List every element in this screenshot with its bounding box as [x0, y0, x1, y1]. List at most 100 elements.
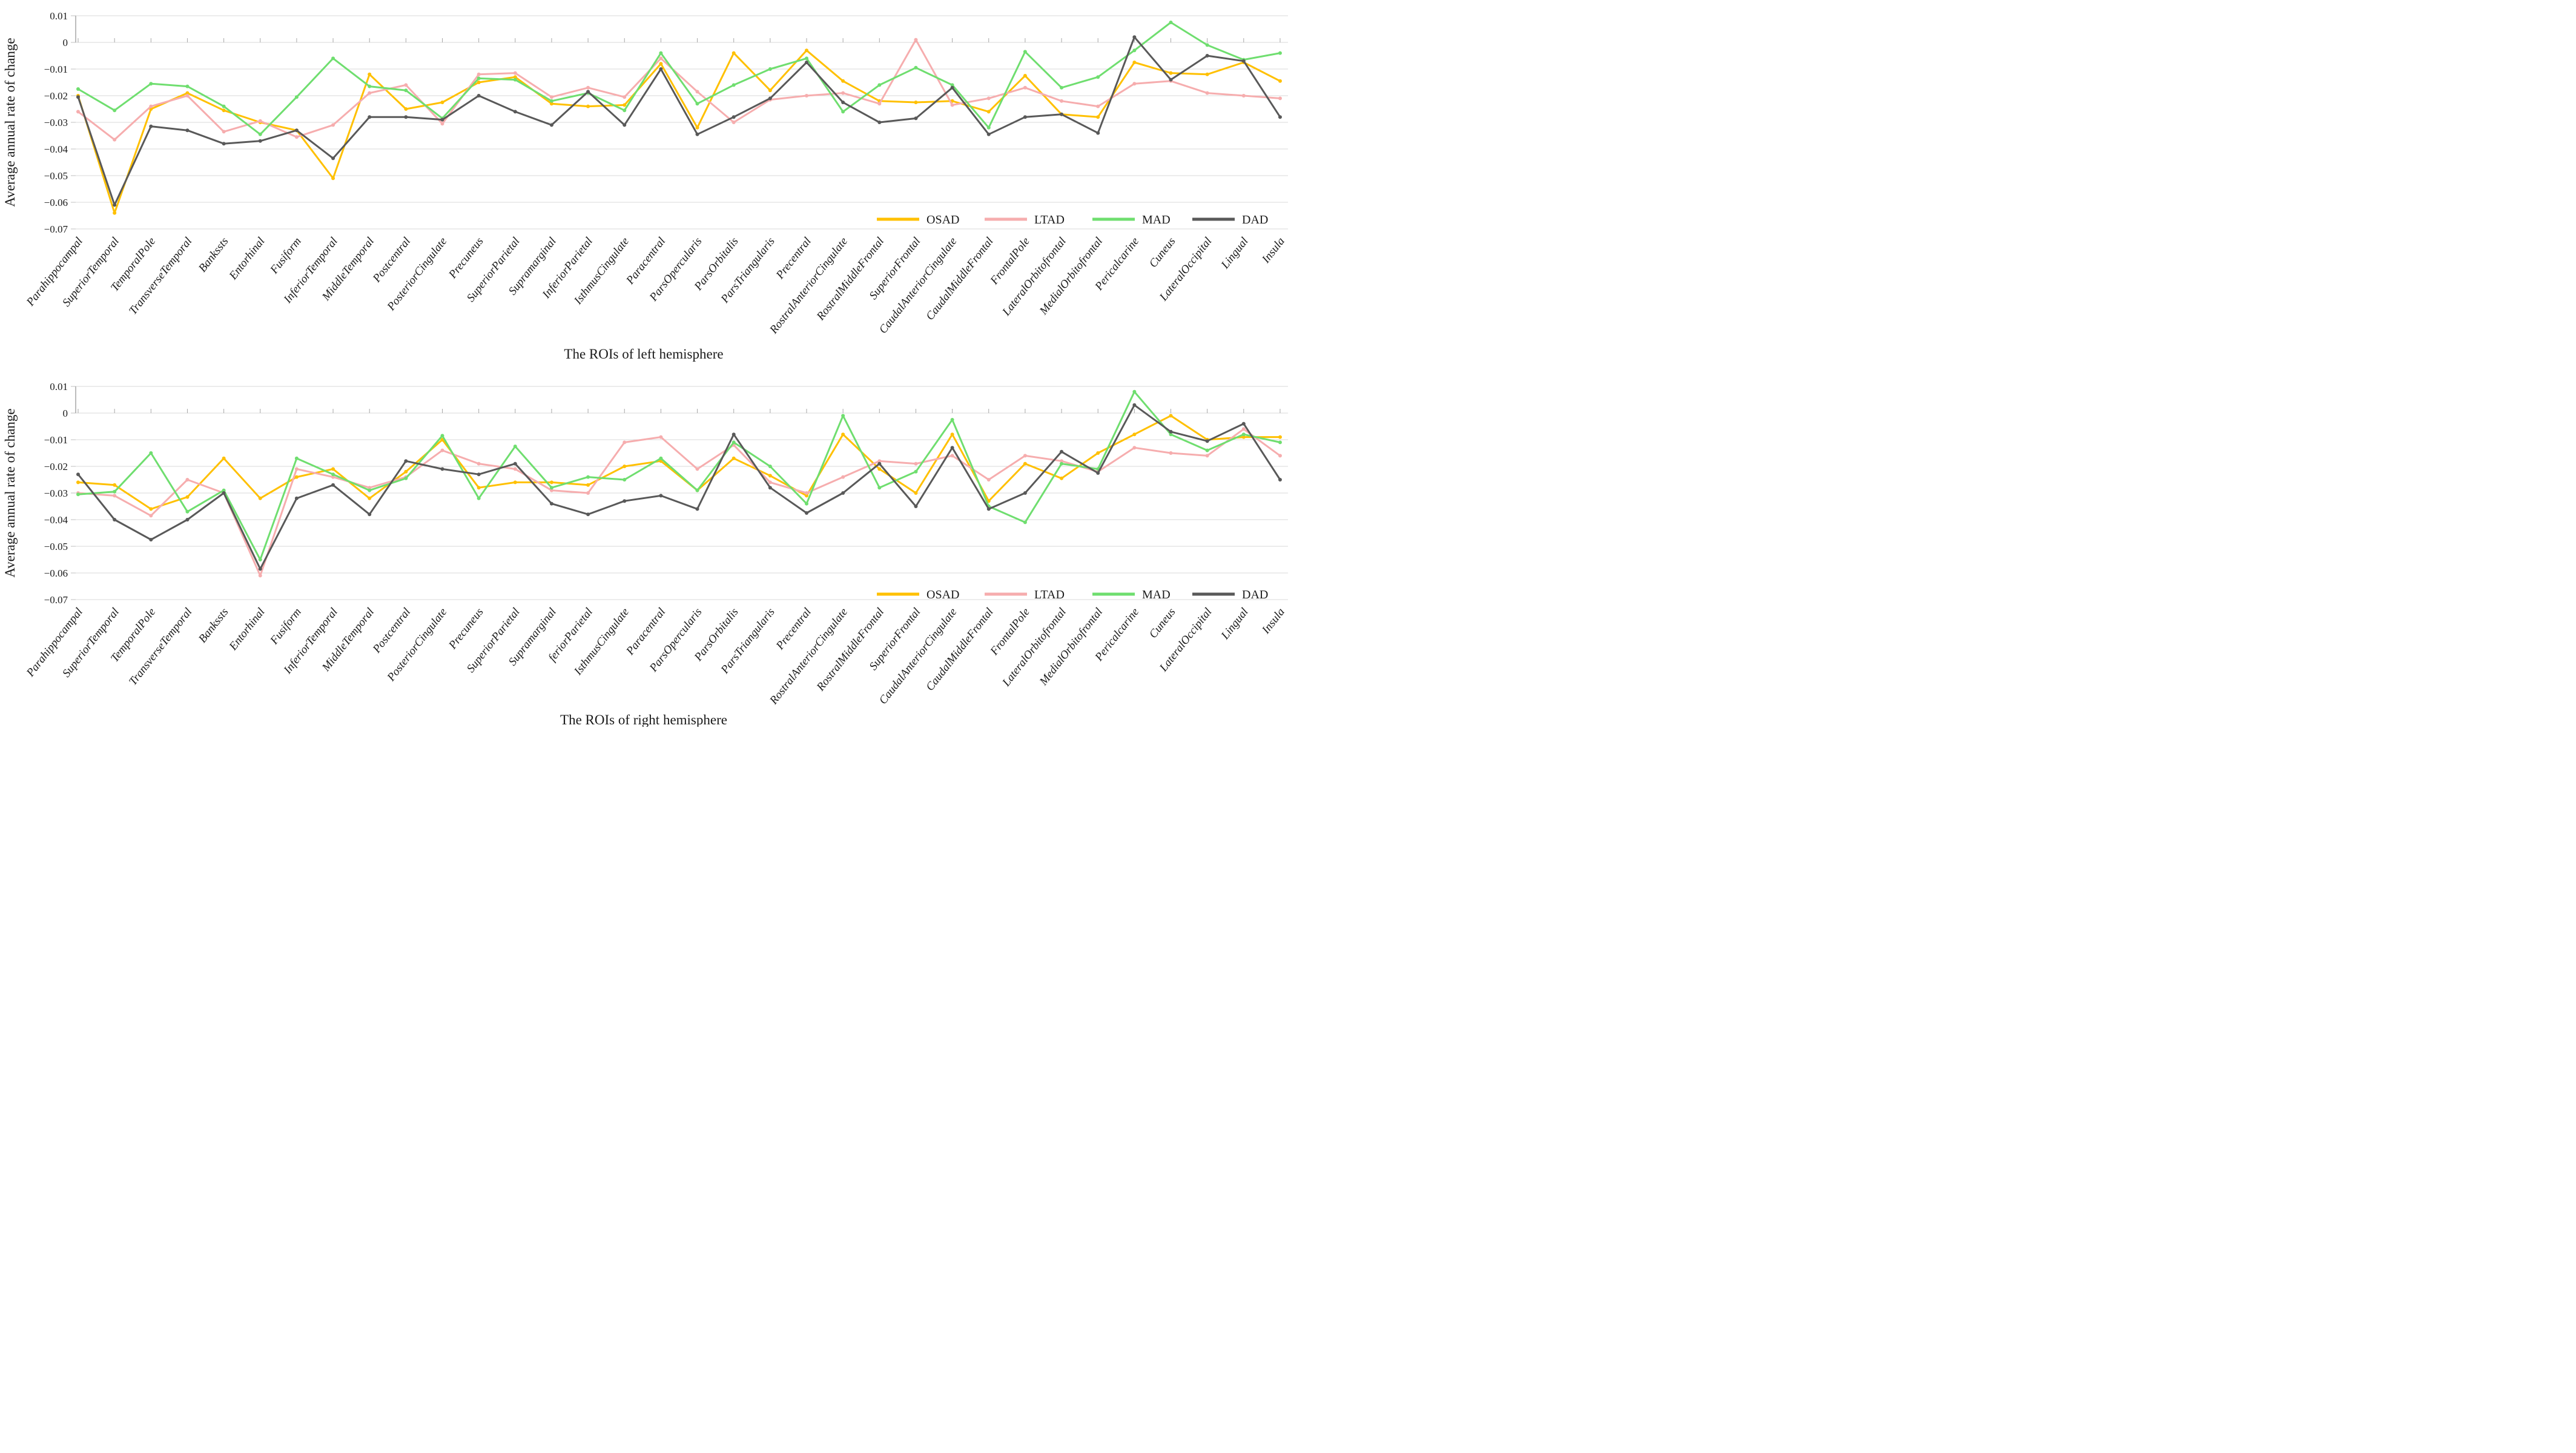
marker-LTAD: [805, 94, 808, 98]
marker-MAD: [76, 492, 80, 497]
marker-OSAD: [1132, 61, 1137, 64]
x-tick-label: Bankssts: [196, 606, 231, 645]
line-DAD: [77, 404, 1281, 570]
marker-DAD: [331, 483, 335, 487]
x-tick-label: TransverseTemporal: [127, 235, 194, 317]
marker-LTAD: [732, 121, 736, 124]
marker-DAD: [113, 518, 117, 521]
x-tick-label: Precentral: [773, 606, 814, 652]
figure-roi-rate-of-change: 0.01 0 −0.01 −0.02 −0.03 −0.04 −0.05 −0.06 −0.07…: [0, 0, 1288, 727]
marker-LTAD: [1241, 427, 1246, 431]
marker-MAD: [732, 440, 736, 445]
marker-MAD: [695, 488, 699, 492]
marker-DAD: [294, 496, 299, 500]
x-tick-label: Precuneus: [446, 235, 486, 281]
marker-LTAD: [513, 467, 517, 471]
marker-MAD: [368, 84, 372, 88]
marker-DAD: [950, 446, 954, 450]
marker-DAD: [222, 142, 226, 146]
x-tick-label: LateralOrbitofrontal: [1000, 235, 1069, 319]
marker-DAD: [986, 132, 991, 136]
x-tick-label: CaudalMiddleFrontal: [923, 606, 996, 693]
legend-label-LTAD: LTAD: [1034, 588, 1065, 601]
marker-LTAD: [549, 95, 553, 99]
marker-OSAD: [477, 486, 481, 490]
marker-DAD: [549, 501, 553, 506]
marker-DAD: [623, 499, 627, 503]
marker-OSAD: [294, 475, 299, 479]
marker-OSAD: [914, 101, 918, 104]
marker-MAD: [659, 456, 663, 460]
x-tick-label: Insula: [1259, 235, 1287, 266]
marker-DAD: [1205, 54, 1209, 58]
marker-OSAD: [76, 480, 80, 485]
legend-item-MAD: MAD: [1092, 213, 1171, 227]
marker-DAD: [258, 567, 262, 571]
marker-DAD: [258, 139, 262, 143]
marker-LTAD: [404, 83, 408, 87]
marker-LTAD: [659, 435, 663, 439]
marker-OSAD: [732, 51, 736, 55]
marker-LTAD: [440, 122, 444, 126]
x-tick-label: TransverseTemporal: [127, 606, 194, 688]
x-tick-label: RostralMiddleFrontal: [814, 606, 887, 693]
marker-DAD: [805, 511, 808, 515]
marker-LTAD: [149, 104, 153, 108]
legend-item-LTAD: LTAD: [985, 213, 1065, 227]
y-tick-label: −0.04: [44, 514, 68, 526]
y-tick-label: −0.01: [44, 434, 68, 446]
marker-OSAD: [659, 62, 663, 66]
marker-LTAD: [841, 475, 845, 479]
marker-MAD: [76, 87, 80, 91]
x-tick-label: RostralMiddleFrontal: [814, 235, 887, 323]
marker-OSAD: [185, 495, 190, 499]
marker-OSAD: [368, 496, 372, 500]
legend-item-LTAD: LTAD: [985, 588, 1065, 601]
x-tick-label: CaudalMiddleFrontal: [923, 235, 996, 323]
marker-LTAD: [1060, 459, 1064, 463]
line-MAD: [77, 21, 1281, 136]
x-tick-label: Insula: [1259, 606, 1287, 637]
marker-MAD: [113, 489, 117, 494]
marker-DAD: [623, 123, 627, 127]
marker-LTAD: [113, 137, 117, 142]
marker-LTAD: [695, 467, 699, 471]
marker-DAD: [1241, 422, 1246, 426]
marker-OSAD: [1060, 476, 1064, 480]
y-tick-label: 0.01: [50, 381, 68, 392]
marker-MAD: [258, 132, 262, 136]
marker-LTAD: [1023, 454, 1027, 458]
line-OSAD: [77, 49, 1281, 214]
marker-DAD: [805, 61, 808, 64]
marker-LTAD: [805, 491, 808, 495]
marker-MAD: [805, 56, 808, 61]
x-tick-label: Fusiform: [268, 235, 304, 277]
marker-MAD: [294, 95, 299, 99]
marker-DAD: [513, 110, 517, 114]
marker-LTAD: [1241, 94, 1246, 98]
marker-MAD: [623, 478, 627, 482]
marker-LTAD: [1023, 85, 1027, 90]
legend-label-MAD: MAD: [1142, 213, 1171, 227]
legend-label-DAD: DAD: [1242, 588, 1268, 601]
x-axis-title-left: The ROIs of left hemisphere: [564, 346, 723, 362]
y-axis-title-left: Average annual rate of change: [2, 38, 18, 207]
marker-MAD: [294, 456, 299, 460]
marker-OSAD: [805, 494, 808, 498]
marker-OSAD: [440, 101, 444, 104]
marker-OSAD: [222, 108, 226, 113]
marker-DAD: [914, 116, 918, 121]
marker-DAD: [586, 90, 590, 94]
marker-DAD: [914, 505, 918, 508]
marker-DAD: [1096, 131, 1100, 135]
marker-MAD: [513, 445, 517, 448]
marker-OSAD: [477, 81, 481, 84]
marker-LTAD: [1060, 99, 1064, 103]
y-tick-label: −0.03: [44, 117, 68, 128]
y-tick-label: −0.07: [44, 223, 68, 235]
marker-MAD: [113, 108, 117, 113]
marker-LTAD: [1205, 91, 1209, 95]
y-tick-label: 0: [63, 37, 68, 48]
marker-OSAD: [113, 211, 117, 215]
marker-MAD: [841, 414, 845, 418]
